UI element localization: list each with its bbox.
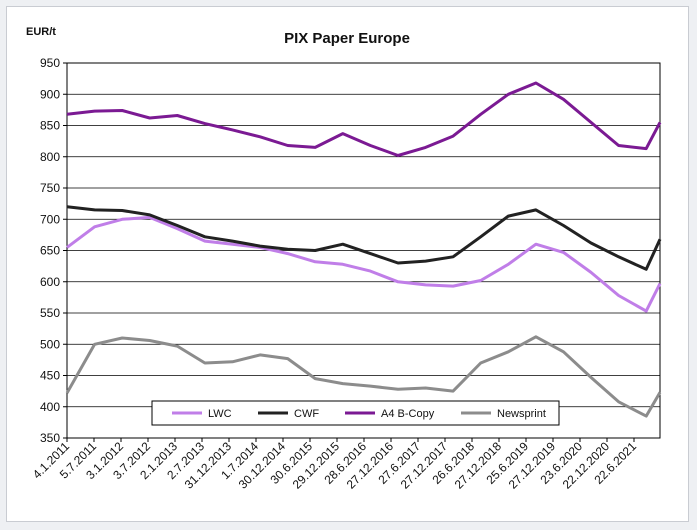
y-axis-ticks: 350 400 450 500 550 600 650 700 750 800 850 900 950 [40, 56, 67, 445]
legend-label-lwc: LWC [208, 408, 232, 420]
x-axis-ticks: 4.1.20115.7.20113.1.20123.7.20122.1.2013… [30, 438, 639, 492]
legend-label-cwf: CWF [294, 408, 319, 420]
y-tick-label: 750 [40, 181, 60, 195]
y-tick-label: 950 [40, 56, 60, 70]
series-line-cwf [66, 205, 662, 271]
legend: LWC CWF A4 B-Copy Newsprint [151, 400, 560, 426]
y-tick-label: 450 [40, 369, 60, 383]
series-line-newsprint [65, 335, 662, 418]
legend-label-newsprint: Newsprint [497, 408, 546, 420]
y-tick-label: 900 [40, 87, 60, 101]
y-tick-label: 600 [40, 275, 60, 289]
y-tick-label: 400 [40, 400, 60, 414]
series-line-a4-b-copy [66, 81, 662, 157]
y-axis-unit-label: EUR/t [26, 26, 56, 38]
y-tick-label: 550 [40, 306, 60, 320]
y-tick-label: 850 [40, 119, 60, 133]
series-line-lwc [66, 215, 662, 313]
chart-title: PIX Paper Europe [284, 30, 410, 47]
y-tick-label: 650 [40, 244, 60, 258]
y-tick-label: 700 [40, 212, 60, 226]
gridlines [67, 93, 660, 408]
y-tick-label: 500 [40, 337, 60, 351]
y-tick-label: 800 [40, 150, 60, 164]
y-tick-label: 350 [40, 431, 60, 445]
series-lines [65, 81, 662, 418]
legend-label-a4-b-copy: A4 B-Copy [381, 408, 435, 420]
